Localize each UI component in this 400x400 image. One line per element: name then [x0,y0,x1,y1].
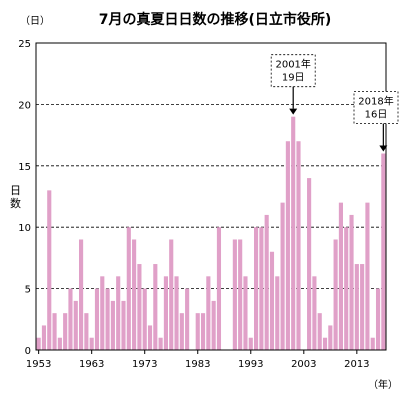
bar [269,251,275,350]
bar [36,337,41,350]
bar [116,276,121,350]
annotations: 2001年 19日 2018年 16日 [270,54,399,152]
bar [174,276,179,350]
bar [381,153,386,350]
bar [375,288,381,350]
bar [163,276,168,350]
bar [349,214,354,350]
annotation-value-label: 16日 [365,110,388,121]
y-tick-label: 25 [18,39,31,50]
annotation-year-label: 2018年 [358,95,393,108]
bar [370,337,375,350]
plot-frame [35,42,387,351]
chart-title: 7月の真夏日日数の推移(日立市役所) [99,11,332,28]
bar [132,239,137,350]
bar [344,227,349,350]
bar [52,313,57,350]
x-tick-label: 2013 [344,359,369,370]
bar [365,202,370,350]
bar [216,227,222,350]
bar [185,288,190,350]
x-tick-label: 1953 [26,359,51,370]
bar [126,227,131,350]
bar [179,313,184,350]
bar [211,300,216,350]
bar [121,300,126,350]
bar [291,116,296,351]
bar [296,141,301,350]
bar [338,202,343,350]
bar [317,313,322,350]
bar [200,313,206,350]
bar [94,288,100,350]
y-unit-label: （日） [20,15,50,27]
bar [243,276,248,350]
bar [322,337,328,350]
bar [307,178,312,350]
bar [84,313,89,350]
annotation-arrow-head [379,145,388,152]
y-tick-labels: 0 5 10 15 20 25 [18,39,31,357]
bar [328,325,333,350]
bar [63,313,68,350]
y-tick-label: 10 [18,223,31,234]
bar [41,325,47,350]
annotation-year-label: 2001年 [275,58,310,71]
bar [158,337,163,350]
annotation-2018: 2018年 16日 [353,91,399,152]
x-tick-label: 1963 [79,359,104,370]
bar [79,239,84,350]
annotation-value-label: 19日 [282,73,305,84]
bar [264,214,269,350]
bar [137,264,142,350]
bar [360,264,365,350]
bar [47,190,52,350]
bar [312,276,317,350]
bar [259,227,264,350]
bar [254,227,259,350]
x-tick-label: 2003 [291,359,316,370]
y-tick-label: 0 [25,346,31,357]
annotation-box [353,91,399,124]
bar [169,239,174,350]
bar [57,337,62,350]
bar [153,264,158,350]
annotation-box [270,54,316,88]
bar [333,239,338,350]
bar [147,325,153,350]
bar [142,288,147,350]
bar [232,239,237,350]
bar [89,337,94,350]
x-tick-label: 1993 [238,359,263,370]
bars [36,116,386,351]
y-tick-label: 20 [18,100,31,111]
annotation-arrow-head [289,108,298,115]
bar [285,141,290,350]
gridlines [36,104,386,290]
bar [195,313,200,350]
y-tick-label: 5 [25,285,31,296]
bar [105,288,110,350]
bar [280,202,285,350]
x-tick-labels: 1953 1963 1973 1983 1993 2003 2013 [26,350,370,370]
x-unit-label: （年） [368,378,398,391]
bar [238,239,243,350]
bar [354,264,359,350]
x-tick-label: 1983 [185,359,210,370]
bar [110,300,115,350]
y-tick-label: 15 [18,162,31,173]
annotation-2001: 2001年 19日 [270,54,316,115]
bar [206,276,211,350]
bar [248,337,253,350]
bar [73,300,78,350]
x-tick-label: 1973 [132,359,157,370]
y-axis-label: 日数 [10,184,21,210]
bar [68,288,73,350]
bar [275,276,280,350]
bar [100,276,105,350]
